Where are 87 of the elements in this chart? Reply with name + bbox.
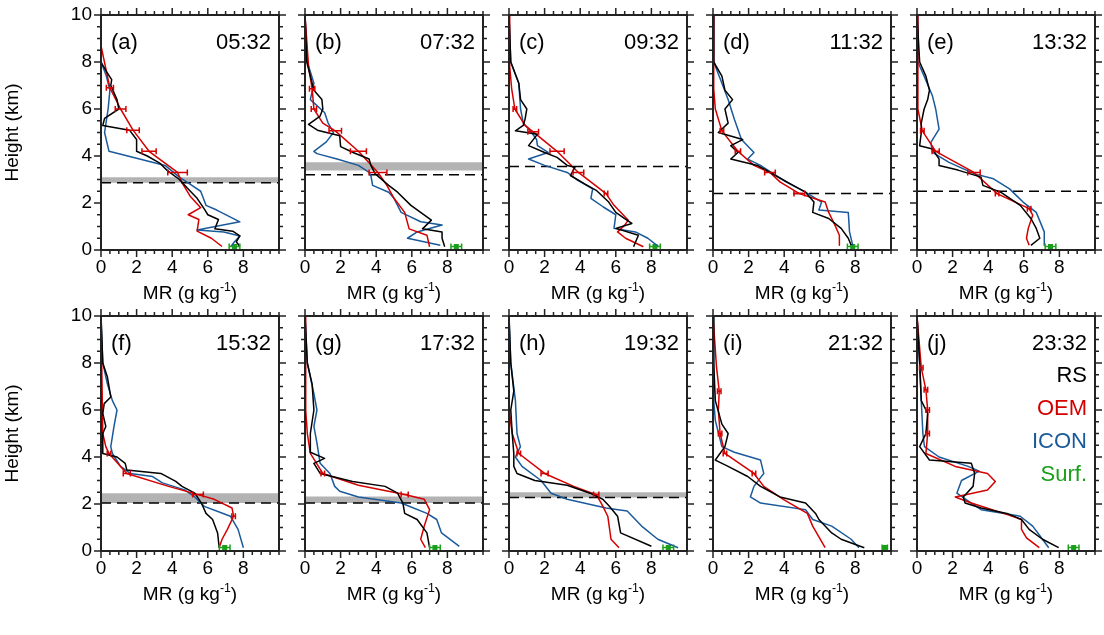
- x-tick-label: 8: [850, 255, 861, 277]
- x-tick-label: 6: [814, 255, 826, 277]
- x-tick-label: 0: [95, 556, 107, 578]
- x-tick-label: 0: [95, 255, 107, 277]
- x-tick-label: 4: [982, 556, 994, 578]
- x-tick-label: 2: [539, 556, 550, 578]
- x-tick-label: 0: [707, 255, 719, 277]
- text: (b): [315, 29, 342, 54]
- x-tick-label: 4: [166, 255, 178, 277]
- text: 21:32: [827, 330, 883, 355]
- x-tick-label: 2: [335, 556, 346, 578]
- text: 13:32: [1031, 29, 1087, 54]
- x-tick-label: 2: [335, 255, 346, 277]
- text: 09:32: [623, 29, 679, 54]
- text: 17:32: [419, 330, 475, 355]
- y-tick-label: 0: [81, 539, 92, 561]
- x-tick-label: 2: [743, 556, 754, 578]
- x-tick-label: 0: [911, 255, 923, 277]
- x-tick-label: 6: [610, 556, 622, 578]
- text: OEM: [1036, 395, 1087, 420]
- x-tick-label: 4: [574, 255, 586, 277]
- x-tick-label: 2: [131, 556, 142, 578]
- x-tick-label: 0: [503, 255, 515, 277]
- x-tick-label: 0: [299, 556, 311, 578]
- x-tick-label: 4: [370, 556, 382, 578]
- text: 19:32: [623, 330, 679, 355]
- text: 05:32: [215, 29, 271, 54]
- text: Surf.: [1040, 461, 1087, 486]
- x-tick-label: 2: [947, 255, 958, 277]
- x-tick-label: 0: [707, 556, 719, 578]
- text: 23:32: [1031, 330, 1087, 355]
- x-tick-label: 0: [299, 255, 311, 277]
- text: (i): [723, 330, 743, 355]
- x-tick-label: 8: [238, 255, 249, 277]
- x-tick-label: 2: [743, 255, 754, 277]
- x-tick-label: 6: [1018, 556, 1030, 578]
- y-tick-label: 10: [70, 304, 92, 326]
- x-tick-label: 4: [166, 556, 178, 578]
- y-tick-label: 10: [70, 3, 92, 25]
- text: (e): [927, 29, 954, 54]
- x-tick-label: 8: [1054, 255, 1065, 277]
- x-tick-label: 4: [778, 255, 790, 277]
- y-tick-label: 6: [81, 398, 92, 420]
- x-tick-label: 2: [539, 255, 550, 277]
- x-tick-label: 2: [131, 255, 142, 277]
- y-tick-label: 4: [81, 445, 93, 467]
- x-tick-label: 0: [911, 556, 923, 578]
- x-tick-label: 6: [202, 255, 214, 277]
- y-tick-label: 6: [81, 97, 92, 119]
- text: (a): [111, 29, 138, 54]
- text: RS: [1056, 362, 1087, 387]
- y-tick-label: 4: [81, 144, 93, 166]
- text: (f): [111, 330, 132, 355]
- text: 07:32: [419, 29, 475, 54]
- x-tick-label: 8: [646, 255, 657, 277]
- x-tick-label: 6: [814, 556, 826, 578]
- x-tick-label: 6: [1018, 255, 1030, 277]
- text: (g): [315, 330, 342, 355]
- text: (j): [927, 330, 947, 355]
- x-tick-label: 6: [406, 556, 418, 578]
- x-tick-label: 8: [442, 556, 453, 578]
- x-tick-label: 8: [442, 255, 453, 277]
- y-tick-label: 2: [81, 191, 92, 213]
- x-tick-label: 4: [778, 556, 790, 578]
- text: 15:32: [215, 330, 271, 355]
- y-tick-label: 8: [81, 351, 92, 373]
- text: (d): [723, 29, 750, 54]
- text: ICON: [1032, 428, 1087, 453]
- x-tick-label: 4: [982, 255, 994, 277]
- x-tick-label: 6: [610, 255, 622, 277]
- y-tick-label: 0: [81, 238, 92, 260]
- y-axis-title: Height (km): [0, 83, 22, 182]
- x-tick-label: 8: [238, 556, 249, 578]
- x-tick-label: 0: [503, 556, 515, 578]
- x-tick-label: 4: [574, 556, 586, 578]
- y-tick-label: 8: [81, 50, 92, 72]
- x-tick-label: 8: [850, 556, 861, 578]
- x-tick-label: 8: [1054, 556, 1065, 578]
- x-tick-label: 8: [646, 556, 657, 578]
- text: (c): [519, 29, 545, 54]
- x-tick-label: 6: [406, 255, 418, 277]
- x-tick-label: 4: [370, 255, 382, 277]
- x-tick-label: 6: [202, 556, 214, 578]
- text: 11:32: [829, 29, 883, 54]
- x-tick-label: 2: [947, 556, 958, 578]
- y-axis-title: Height (km): [0, 384, 22, 483]
- y-tick-label: 2: [81, 492, 92, 514]
